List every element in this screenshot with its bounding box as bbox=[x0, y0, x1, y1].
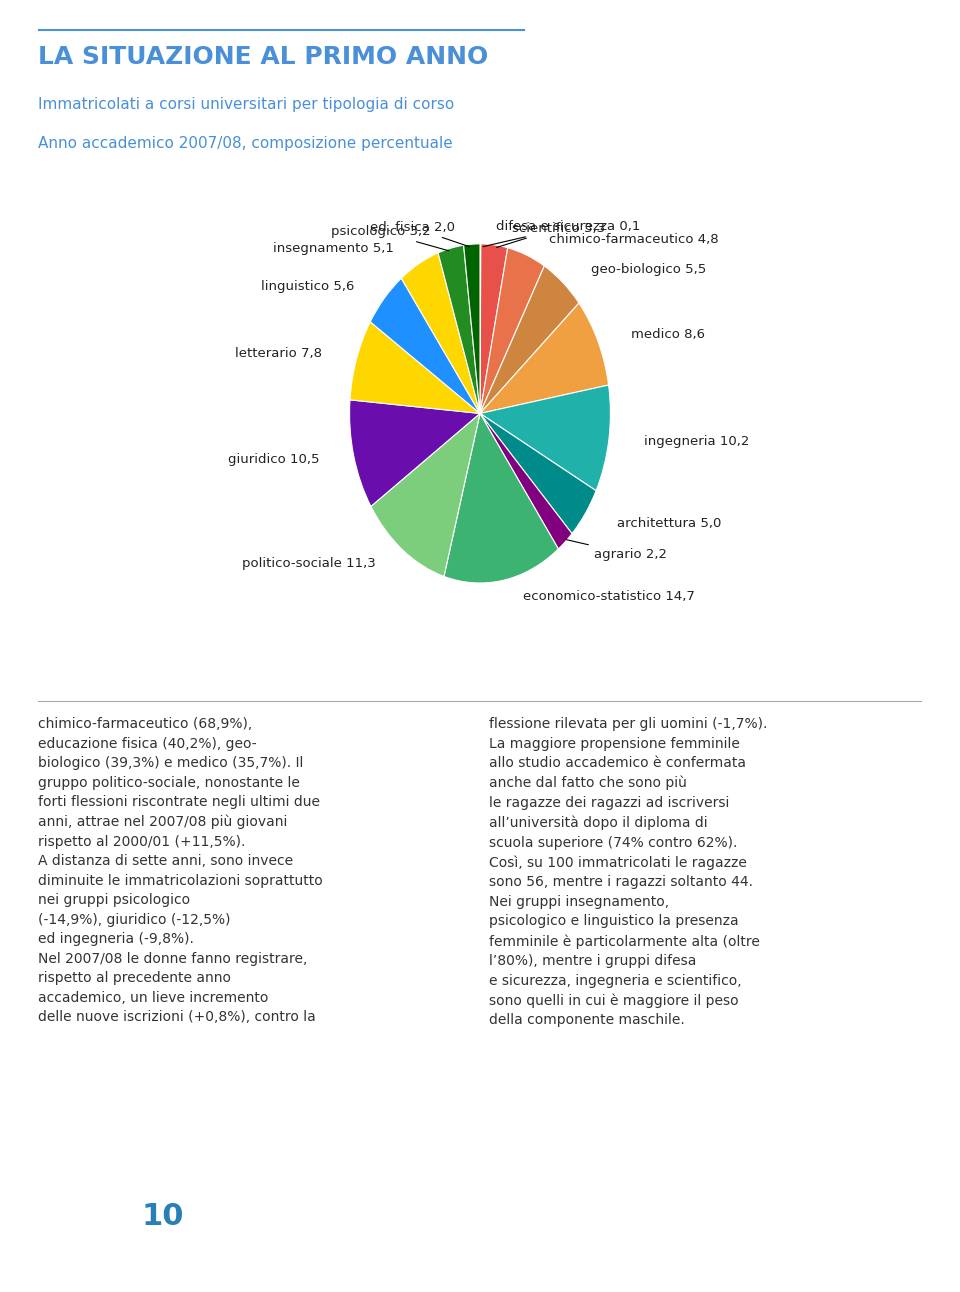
Text: geo-biologico 5,5: geo-biologico 5,5 bbox=[591, 264, 707, 276]
Wedge shape bbox=[480, 385, 611, 491]
Wedge shape bbox=[371, 413, 480, 576]
Wedge shape bbox=[349, 399, 480, 506]
Text: architettura 5,0: architettura 5,0 bbox=[617, 517, 721, 530]
Circle shape bbox=[0, 1174, 403, 1258]
Text: letterario 7,8: letterario 7,8 bbox=[235, 348, 323, 360]
Text: linguistico 5,6: linguistico 5,6 bbox=[261, 280, 354, 293]
Wedge shape bbox=[401, 253, 480, 413]
Wedge shape bbox=[480, 266, 579, 413]
Text: difesa e sicurezza 0,1: difesa e sicurezza 0,1 bbox=[483, 221, 640, 247]
Wedge shape bbox=[444, 413, 559, 583]
Text: Anno accademico 2007/08, composizione percentuale: Anno accademico 2007/08, composizione pe… bbox=[38, 136, 453, 151]
Text: ed. fisica 2,0: ed. fisica 2,0 bbox=[370, 221, 469, 247]
Text: 10: 10 bbox=[142, 1202, 184, 1231]
Text: insegnamento 5,1: insegnamento 5,1 bbox=[274, 242, 395, 255]
Wedge shape bbox=[480, 413, 596, 534]
Text: chimico-farmaceutico (68,9%),
educazione fisica (40,2%), geo-
biologico (39,3%) : chimico-farmaceutico (68,9%), educazione… bbox=[38, 717, 324, 1025]
Wedge shape bbox=[438, 245, 480, 413]
Text: ingegneria 10,2: ingegneria 10,2 bbox=[644, 435, 750, 448]
Wedge shape bbox=[350, 322, 480, 413]
Text: LA SITUAZIONE AL PRIMO ANNO: LA SITUAZIONE AL PRIMO ANNO bbox=[38, 45, 489, 70]
Wedge shape bbox=[480, 304, 609, 413]
Text: scientifico 3,3: scientifico 3,3 bbox=[496, 221, 605, 248]
Text: I numeri dell’università: I numeri dell’università bbox=[381, 1240, 675, 1260]
Text: medico 8,6: medico 8,6 bbox=[632, 328, 706, 341]
Text: giuridico 10,5: giuridico 10,5 bbox=[228, 453, 319, 466]
Text: psicologico 3,2: psicologico 3,2 bbox=[331, 225, 448, 251]
Wedge shape bbox=[371, 278, 480, 413]
Wedge shape bbox=[480, 248, 544, 413]
Text: economico-statistico 14,7: economico-statistico 14,7 bbox=[523, 590, 695, 603]
Text: agrario 2,2: agrario 2,2 bbox=[566, 540, 667, 561]
Wedge shape bbox=[480, 413, 572, 549]
Text: chimico-farmaceutico 4,8: chimico-farmaceutico 4,8 bbox=[549, 233, 719, 245]
Text: Immatricolati a corsi universitari per tipologia di corso: Immatricolati a corsi universitari per t… bbox=[38, 97, 455, 112]
Wedge shape bbox=[464, 244, 480, 413]
Text: politico-sociale 11,3: politico-sociale 11,3 bbox=[242, 557, 375, 570]
Wedge shape bbox=[480, 244, 508, 413]
Text: flessione rilevata per gli uomini (-1,7%).
La maggiore propensione femminile
all: flessione rilevata per gli uomini (-1,7%… bbox=[489, 717, 767, 1027]
